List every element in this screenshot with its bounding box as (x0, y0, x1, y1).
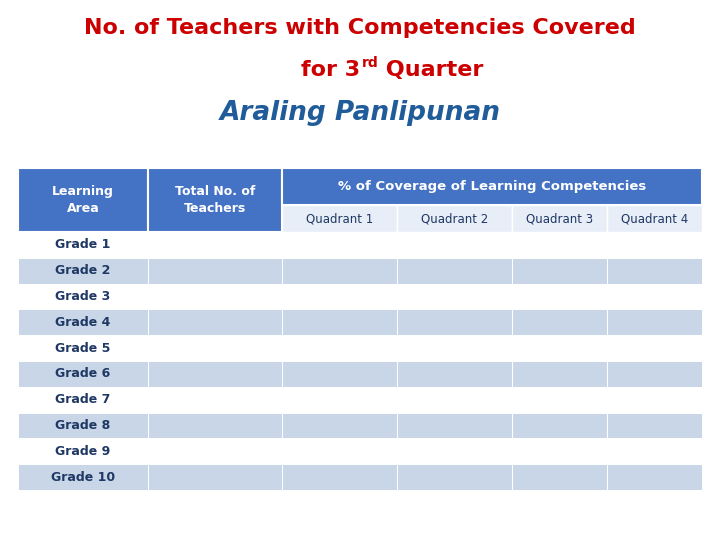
Bar (18, 284, 148, 309)
Bar (512, 309, 607, 335)
Text: Araling Panlipunan: Araling Panlipunan (220, 100, 500, 126)
Bar (397, 361, 512, 387)
Text: Quadrant 1: Quadrant 1 (306, 212, 373, 225)
Bar (18, 413, 148, 438)
Bar (607, 309, 702, 335)
Bar (282, 361, 397, 387)
Text: Quadrant 3: Quadrant 3 (526, 212, 593, 225)
Bar (512, 258, 607, 284)
Bar (607, 438, 702, 464)
Text: Grade 1: Grade 1 (55, 238, 111, 252)
Bar (148, 309, 282, 335)
Text: Quadrant 2: Quadrant 2 (421, 212, 488, 225)
Bar (148, 258, 282, 284)
Bar (397, 387, 512, 413)
Bar (397, 284, 512, 309)
Bar (397, 232, 512, 258)
Bar (512, 464, 607, 490)
Bar (282, 168, 702, 205)
Bar (512, 387, 607, 413)
Bar (607, 361, 702, 387)
Bar (512, 361, 607, 387)
Text: Grade 4: Grade 4 (55, 316, 111, 329)
Bar (18, 438, 148, 464)
Bar (397, 413, 512, 438)
Bar (148, 413, 282, 438)
Text: for 3: for 3 (301, 60, 360, 80)
Text: rd: rd (362, 56, 379, 70)
Bar (607, 387, 702, 413)
Bar (282, 438, 397, 464)
Bar (397, 335, 512, 361)
Bar (282, 258, 397, 284)
Text: Grade 7: Grade 7 (55, 393, 111, 406)
Bar (397, 258, 512, 284)
Text: Learning
Area: Learning Area (52, 185, 114, 215)
Bar (282, 413, 397, 438)
Bar (148, 464, 282, 490)
Bar (18, 335, 148, 361)
Text: Grade 6: Grade 6 (55, 367, 111, 380)
Text: Quadrant 4: Quadrant 4 (621, 212, 688, 225)
Bar (18, 258, 148, 284)
Bar (18, 309, 148, 335)
Bar (18, 387, 148, 413)
Bar (148, 284, 282, 309)
Bar (282, 232, 397, 258)
Bar (148, 168, 282, 232)
Bar (282, 205, 397, 232)
Bar (397, 309, 512, 335)
Text: Grade 3: Grade 3 (55, 290, 111, 303)
Bar (512, 335, 607, 361)
Bar (282, 284, 397, 309)
Bar (397, 205, 512, 232)
Bar (282, 309, 397, 335)
Text: Quarter: Quarter (378, 60, 483, 80)
Bar (148, 387, 282, 413)
Bar (148, 335, 282, 361)
Bar (282, 335, 397, 361)
Bar (512, 413, 607, 438)
Bar (18, 361, 148, 387)
Text: Grade 5: Grade 5 (55, 342, 111, 355)
Bar (282, 464, 397, 490)
Bar (607, 284, 702, 309)
Bar (148, 361, 282, 387)
Bar (18, 232, 148, 258)
Bar (18, 464, 148, 490)
Text: Grade 8: Grade 8 (55, 419, 111, 432)
Bar (607, 464, 702, 490)
Bar (512, 438, 607, 464)
Bar (607, 258, 702, 284)
Bar (397, 464, 512, 490)
Bar (148, 232, 282, 258)
Bar (148, 438, 282, 464)
Text: Grade 9: Grade 9 (55, 445, 111, 458)
Bar (607, 335, 702, 361)
Bar (18, 168, 148, 232)
Text: Grade 10: Grade 10 (51, 470, 115, 484)
Bar (607, 232, 702, 258)
Bar (512, 284, 607, 309)
Text: No. of Teachers with Competencies Covered: No. of Teachers with Competencies Covere… (84, 18, 636, 38)
Text: Grade 2: Grade 2 (55, 264, 111, 277)
Bar (512, 232, 607, 258)
Bar (397, 438, 512, 464)
Bar (607, 413, 702, 438)
Bar (607, 205, 702, 232)
Bar (512, 205, 607, 232)
Bar (282, 387, 397, 413)
Text: % of Coverage of Learning Competencies: % of Coverage of Learning Competencies (338, 180, 646, 193)
Text: Total No. of
Teachers: Total No. of Teachers (175, 185, 255, 215)
